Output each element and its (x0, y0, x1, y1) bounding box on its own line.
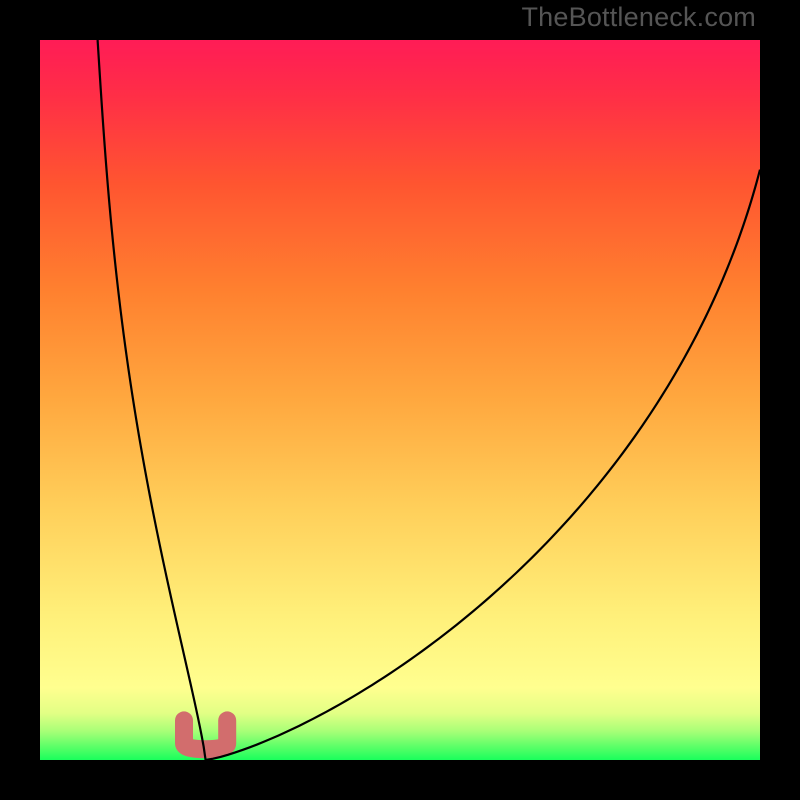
plot-svg (40, 40, 760, 760)
plot-area (40, 40, 760, 760)
chart-frame: TheBottleneck.com (0, 0, 800, 800)
gradient-background (40, 40, 760, 760)
watermark-text: TheBottleneck.com (521, 2, 756, 33)
